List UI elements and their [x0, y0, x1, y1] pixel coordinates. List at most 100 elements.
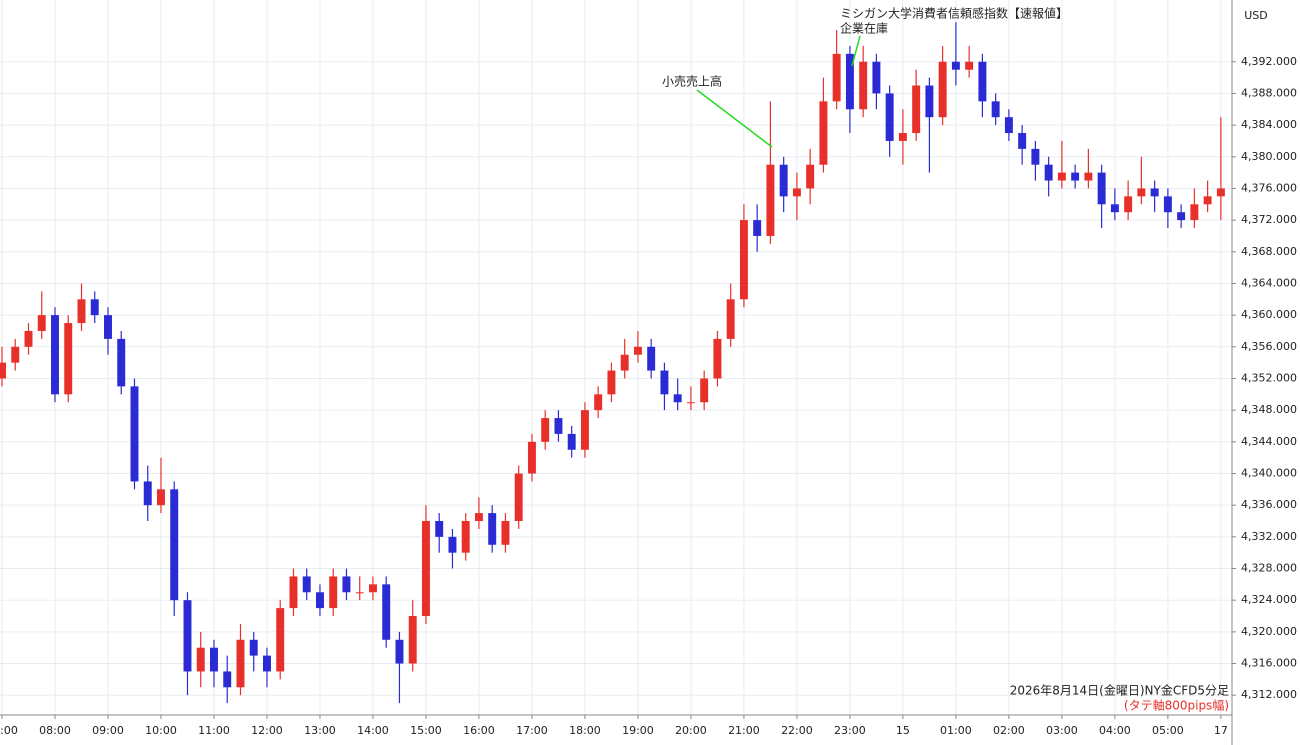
candle-body [1018, 133, 1027, 149]
candle-body [474, 513, 483, 522]
candle-body [700, 378, 709, 403]
candle-body [1004, 117, 1013, 134]
annotation: 企業在庫 [840, 21, 888, 36]
candle-body [130, 386, 139, 482]
y-tick-label: 4,316.000 [1241, 657, 1297, 670]
y-tick-label: 4,380.000 [1241, 150, 1297, 163]
x-tick-label: 01:00 [940, 724, 972, 737]
candle-body [501, 521, 510, 545]
candle-body [514, 473, 523, 522]
candle-body [739, 220, 748, 300]
y-tick-label: 4,352.000 [1241, 371, 1297, 384]
candle-body [580, 410, 589, 450]
candle-body [117, 338, 126, 387]
y-tick-label: 4,344.000 [1241, 435, 1297, 448]
annotation: ミシガン大学消費者信頼感指数【速報値】 [840, 6, 1068, 21]
candle-body [1177, 212, 1186, 221]
candle-body [1137, 188, 1146, 197]
candle-body [885, 93, 894, 141]
currency-box [1238, 4, 1278, 28]
annotation-pointer [696, 89, 773, 148]
candle-body [143, 481, 152, 506]
y-tick-label: 4,368.000 [1241, 245, 1297, 258]
x-tick-label: 15:00 [410, 724, 442, 737]
annotation-pointer [851, 35, 861, 67]
x-tick-label: 10:00 [145, 724, 177, 737]
y-tick-label: 4,312.000 [1241, 688, 1297, 701]
candle-body [1057, 172, 1066, 181]
y-tick-label: 4,340.000 [1241, 466, 1297, 479]
candle-body [832, 53, 841, 102]
y-tick-label: 4,356.000 [1241, 340, 1297, 353]
candle-body [77, 299, 86, 324]
x-tick-label: 21:00 [728, 724, 760, 737]
candle-body [342, 576, 351, 593]
candle-body [51, 315, 59, 395]
x-tick-label: 05:00 [1152, 724, 1184, 737]
x-tick-label: 20:00 [675, 724, 707, 737]
x-tick-label: 12:00 [251, 724, 283, 737]
x-tick-label: 13:00 [304, 724, 336, 737]
x-tick-label: 23:00 [834, 724, 866, 737]
candle-body [1071, 172, 1080, 181]
candle-body [978, 61, 987, 102]
candle-body [872, 61, 881, 94]
x-tick-label: 02:00 [993, 724, 1025, 737]
candle-body [302, 576, 311, 593]
candle-body [792, 188, 801, 197]
candle-body [766, 164, 775, 236]
candle-body [554, 418, 563, 434]
candle-body [633, 346, 642, 355]
candle-body [660, 370, 669, 395]
candle-body [395, 639, 404, 664]
candle-body [448, 536, 457, 553]
x-tick-label: 14:00 [357, 724, 389, 737]
candle-body [647, 346, 656, 371]
x-tick-label: 17:00 [516, 724, 548, 737]
candle-body [951, 61, 960, 70]
candle-body [620, 354, 629, 371]
candle-body [1110, 204, 1119, 213]
candle-body [421, 521, 430, 617]
y-tick-label: 4,388.000 [1241, 86, 1297, 99]
y-tick-label: 4,360.000 [1241, 308, 1297, 321]
candle-body [196, 647, 205, 672]
candle-body [249, 639, 258, 656]
candle-body [1203, 196, 1212, 205]
candle-body [329, 576, 338, 609]
candle-body [355, 592, 364, 594]
candle-body [925, 85, 934, 118]
candle-body [488, 513, 497, 545]
candle-body [90, 299, 99, 316]
x-tick-label: 08:00 [39, 724, 71, 737]
candle-body [806, 164, 815, 189]
x-tick-label: 07:00 [0, 724, 18, 737]
candle-body [435, 521, 444, 537]
currency-label: USD [1244, 9, 1268, 22]
candle-body [991, 101, 1000, 118]
candle-body [845, 53, 854, 110]
y-tick-label: 4,348.000 [1241, 403, 1297, 416]
candle-body [157, 489, 165, 506]
candle-body [1124, 196, 1133, 213]
candle-body [1216, 188, 1225, 197]
x-tick-label: 22:00 [781, 724, 813, 737]
footnote: 2026年8月14日(金曜日)NY金CFD5分足 [1010, 683, 1229, 698]
candle-body [170, 489, 179, 601]
x-tick-label: 19:00 [622, 724, 654, 737]
candle-body [223, 671, 232, 688]
candle-body [686, 402, 695, 404]
candle-body [607, 370, 616, 395]
y-tick-label: 4,392.000 [1241, 55, 1297, 68]
candle-body [37, 315, 46, 331]
candle-body [859, 61, 868, 110]
candle-body [1150, 188, 1159, 197]
candle-body [541, 418, 550, 442]
candle-body [461, 521, 470, 553]
y-tick-label: 4,320.000 [1241, 625, 1297, 638]
y-tick-label: 4,336.000 [1241, 498, 1297, 511]
y-tick-label: 4,332.000 [1241, 530, 1297, 543]
y-tick-label: 4,376.000 [1241, 181, 1297, 194]
candle-body [1190, 204, 1199, 221]
